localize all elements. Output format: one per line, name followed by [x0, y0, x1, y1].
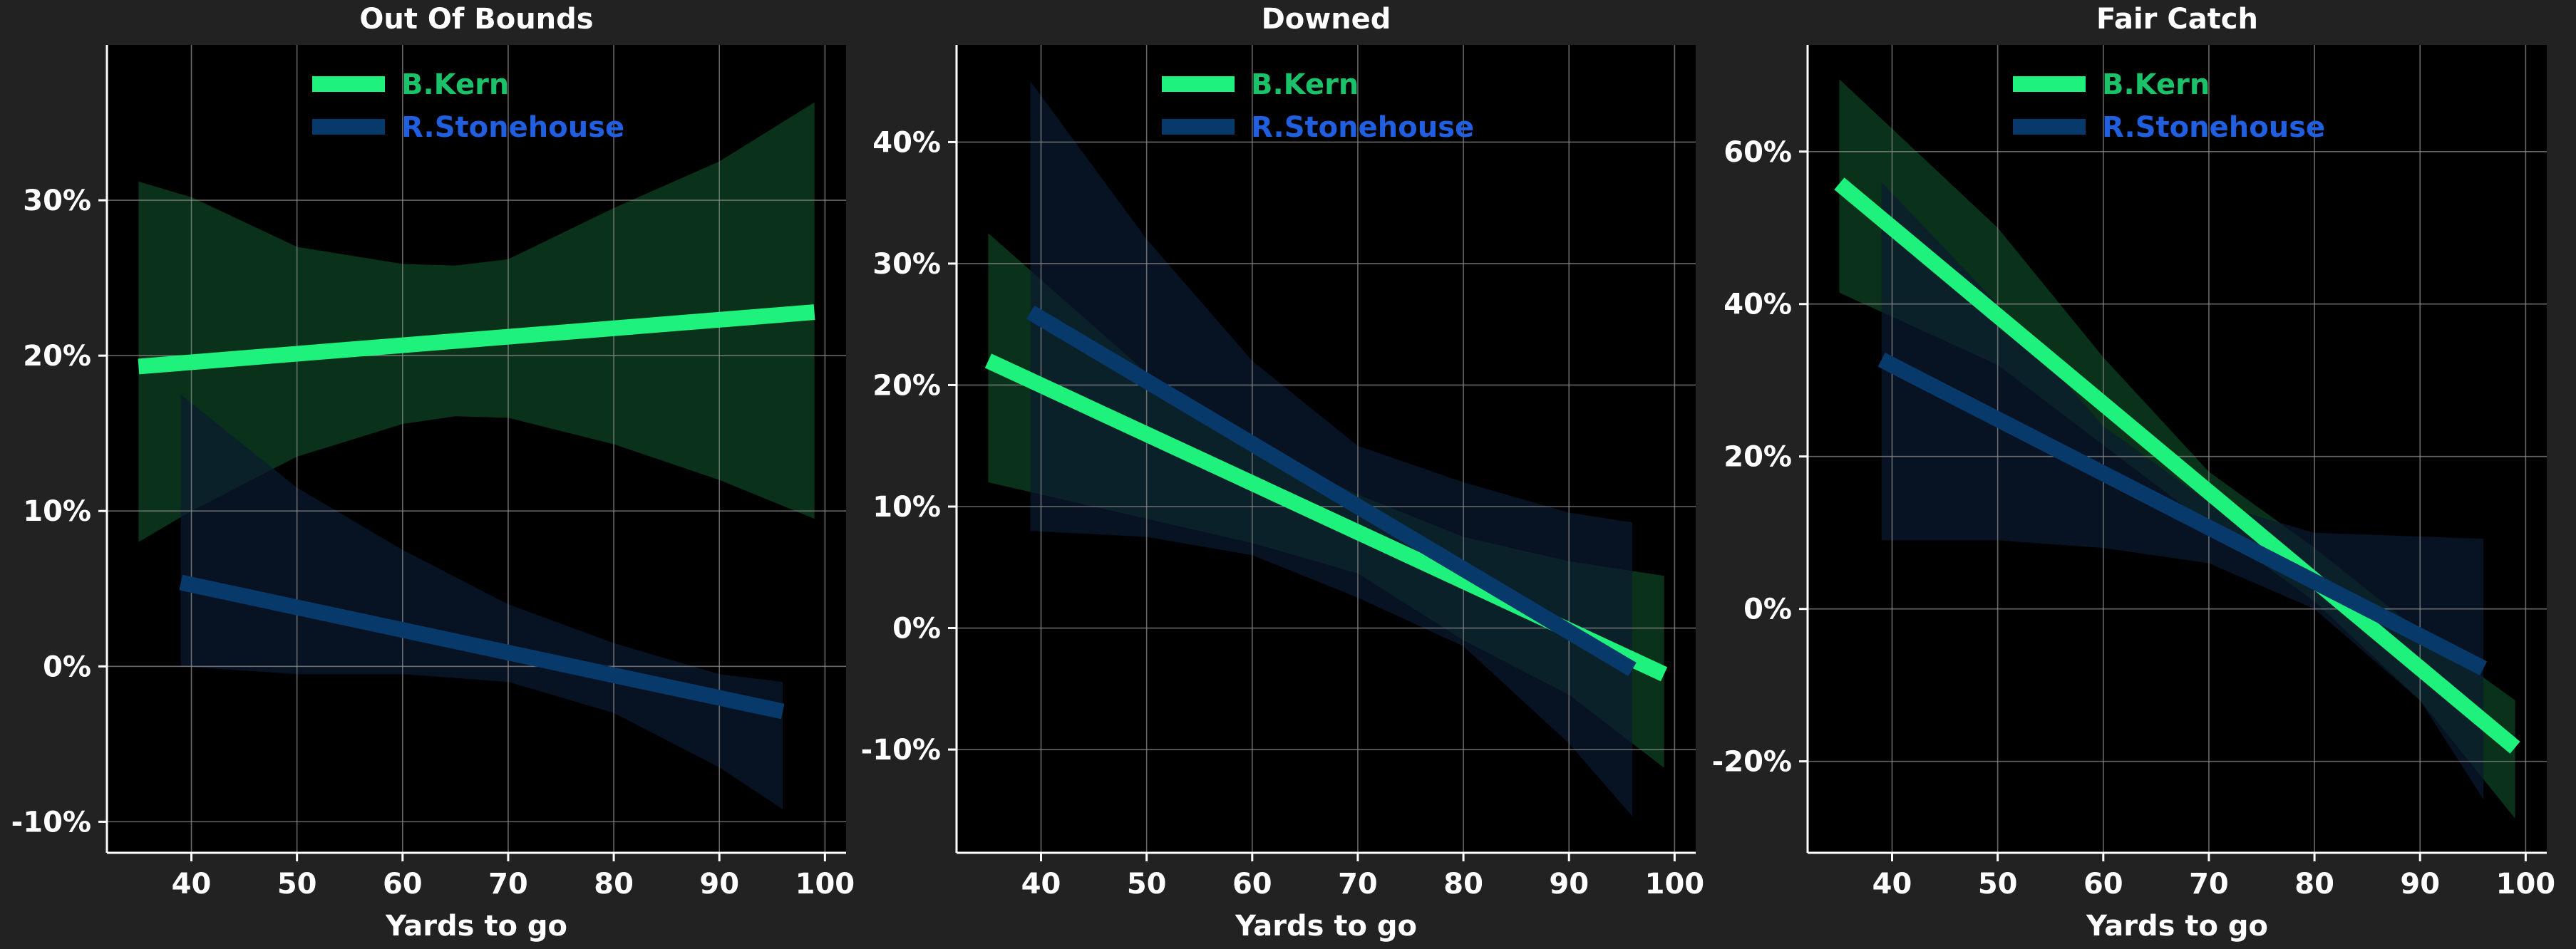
confidence-band: [138, 102, 815, 542]
legend-label: R.Stonehouse: [401, 111, 624, 144]
chart-panel: 40 50 60 70 80 90 100 -10% 0% 10% 20% 30% Out Of Bou…: [11, 3, 855, 943]
x-tick-label: 70: [1338, 868, 1378, 901]
y-tick-label: -20%: [1712, 746, 1792, 779]
x-axis-label: Yards to go: [385, 910, 567, 943]
series-line: [138, 304, 815, 375]
x-axis-label: Yards to go: [1235, 910, 1417, 943]
chart-panel: 40 50 60 70 80 90 100 -20% 0% 20% 40% 60% Fair Catch…: [1712, 3, 2555, 943]
legend-label: B.Kern: [2102, 68, 2210, 101]
y-tick-label: 20%: [23, 340, 91, 373]
y-tick-label: 20%: [872, 369, 941, 402]
series-line: [1026, 305, 1637, 676]
series-line: [1877, 353, 2488, 675]
x-tick-label: 40: [1872, 868, 1912, 901]
x-tick-label: 50: [1978, 868, 2018, 901]
x-tick-label: 50: [1127, 868, 1167, 901]
legend: B.Kern R.Stonehouse: [1162, 68, 1474, 144]
x-tick-label: 90: [2400, 868, 2440, 901]
confidence-band: [1881, 182, 2484, 800]
x-axis-label: Yards to go: [2086, 910, 2268, 943]
y-tick-label: 30%: [23, 185, 91, 217]
x-tick-label: 60: [2083, 868, 2123, 901]
y-tick-label: -10%: [11, 806, 91, 839]
x-tick-label: 40: [172, 868, 212, 901]
x-tick-label: 80: [2294, 868, 2334, 901]
y-tick-label: 0%: [1743, 593, 1792, 626]
chart-title: Out Of Bounds: [359, 3, 593, 36]
y-tick-label: 30%: [872, 248, 941, 281]
legend-label: B.Kern: [401, 68, 509, 101]
x-tick-label: 100: [2496, 868, 2556, 901]
x-tick-label: 80: [1443, 868, 1483, 901]
chart-panel: 40 50 60 70 80 90 100 -10% 0% 10% 20% 30% 40% Downed Y…: [861, 3, 1704, 943]
y-tick-label: 0%: [43, 650, 91, 683]
confidence-band: [180, 394, 783, 809]
legend-label: B.Kern: [1251, 68, 1359, 101]
x-tick-label: 60: [383, 868, 423, 901]
y-tick-label: 0%: [892, 613, 941, 645]
x-tick-label: 100: [1645, 868, 1705, 901]
y-tick-label: -10%: [861, 734, 941, 767]
x-tick-label: 100: [795, 868, 855, 901]
x-tick-label: 60: [1232, 868, 1272, 901]
y-tick-label: 40%: [872, 126, 941, 159]
confidence-band: [1839, 79, 2515, 819]
x-tick-label: 80: [594, 868, 634, 901]
legend-label: R.Stonehouse: [1251, 111, 1474, 144]
x-tick-label: 70: [488, 868, 528, 901]
chart-title: Downed: [1262, 3, 1391, 36]
x-tick-label: 40: [1021, 868, 1061, 901]
x-tick-label: 70: [2189, 868, 2229, 901]
x-tick-label: 90: [1549, 868, 1589, 901]
confidence-band: [1030, 81, 1633, 816]
legend: B.Kern R.Stonehouse: [2013, 68, 2325, 144]
chart-title: Fair Catch: [2096, 3, 2258, 36]
series-line: [1834, 177, 2520, 754]
legend-label: R.Stonehouse: [2102, 111, 2325, 144]
y-tick-label: 10%: [872, 491, 941, 524]
series-line: [179, 574, 785, 720]
y-tick-label: 40%: [1724, 289, 1792, 321]
x-tick-label: 90: [699, 868, 739, 901]
x-tick-label: 50: [277, 868, 317, 901]
y-tick-label: 20%: [1724, 441, 1792, 474]
y-tick-label: 10%: [23, 495, 91, 528]
y-tick-label: 60%: [1724, 136, 1792, 169]
legend: B.Kern R.Stonehouse: [312, 68, 624, 144]
